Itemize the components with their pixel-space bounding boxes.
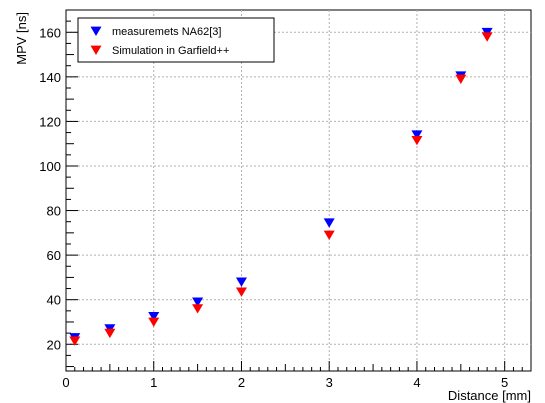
- simulation-point: [69, 336, 81, 346]
- simulation-point: [481, 32, 493, 42]
- y-tick-label: 20: [47, 337, 61, 352]
- x-axis-title: Distance [mm]: [448, 388, 531, 403]
- y-tick-label: 60: [47, 248, 61, 263]
- y-tick-label: 120: [39, 114, 61, 129]
- simulation-point: [411, 135, 423, 146]
- simulation-point: [104, 328, 116, 339]
- simulation-point: [192, 304, 204, 314]
- y-tick-label: 100: [39, 159, 61, 174]
- measurement-point: [148, 312, 160, 322]
- legend-label-simulation: Simulation in Garfield++: [112, 45, 229, 57]
- legend-label-measurements: measuremets NA62[3]: [112, 26, 221, 38]
- measurement-point: [235, 277, 247, 287]
- x-tick-label: 5: [501, 375, 508, 390]
- y-axis-title: MPV [ns]: [14, 12, 29, 65]
- y-tick-label: 80: [47, 204, 61, 219]
- measurement-point: [323, 218, 335, 228]
- legend-marker-simulation: [90, 45, 102, 55]
- x-tick-label: 0: [62, 375, 69, 390]
- data-points: [69, 27, 493, 346]
- measurement-point: [192, 297, 204, 307]
- tick-labels: 0 1 2 3 4 5 20 40 60 80 100 120 140 160: [39, 25, 508, 390]
- plot-frame: [65, 9, 532, 372]
- legend-marker-measurements: [90, 26, 102, 36]
- legend: measuremets NA62[3] Simulation in Garfie…: [77, 17, 275, 63]
- y-tick-label: 40: [47, 293, 61, 308]
- simulation-point: [323, 230, 335, 241]
- x-tick-label: 2: [238, 375, 245, 390]
- x-tick-label: 1: [150, 375, 157, 390]
- axis-ticks: [65, 9, 532, 371]
- simulation-point: [148, 317, 160, 327]
- legend-box: [77, 17, 275, 63]
- y-tick-label: 160: [39, 25, 61, 40]
- y-tick-label: 140: [39, 70, 61, 85]
- simulation-point: [235, 287, 247, 297]
- x-tick-label: 4: [413, 375, 420, 390]
- simulation-point: [455, 74, 467, 85]
- measurement-point: [411, 130, 423, 140]
- x-tick-label: 3: [326, 375, 333, 390]
